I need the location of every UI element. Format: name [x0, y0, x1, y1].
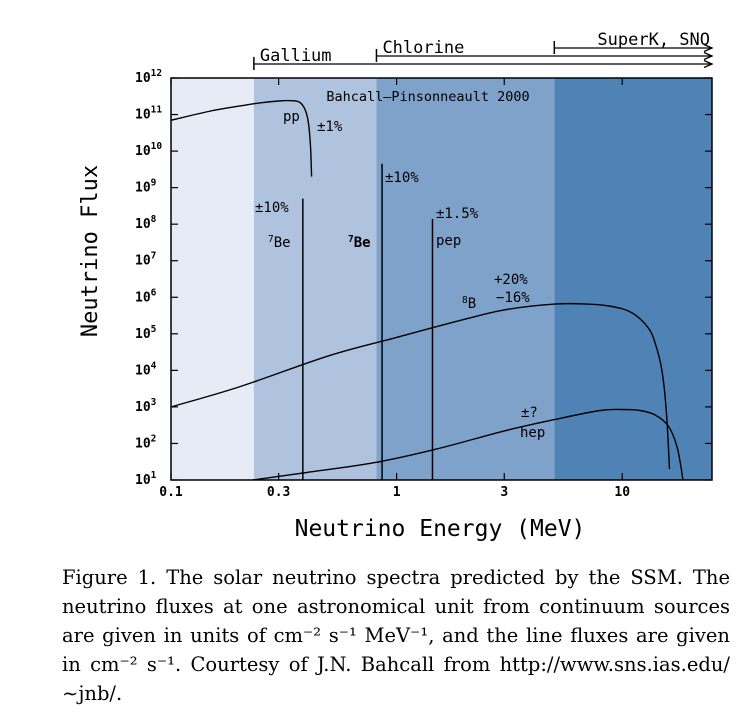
y-tick-label: 103 — [135, 397, 157, 415]
curve-hep — [252, 408, 684, 480]
y-tick-exponent: 5 — [151, 324, 157, 335]
series-label-hep: hep — [520, 425, 545, 441]
curve-8B — [171, 302, 671, 470]
flux-curves — [171, 99, 684, 480]
line-label-3: pep — [436, 233, 461, 249]
region-band-4 — [554, 78, 712, 480]
y-tick-label: 1012 — [135, 68, 162, 86]
y-tick-label: 1011 — [135, 105, 162, 123]
y-tick-exponent: 11 — [151, 105, 163, 116]
plot-border — [170, 77, 713, 481]
x-tick-label: 1 — [393, 485, 401, 500]
arrowhead-2 — [703, 51, 714, 61]
region-band-2 — [253, 78, 377, 480]
uncertainty-line-3: ±1.5% — [436, 206, 479, 222]
y-tick-exponent: 8 — [151, 214, 157, 225]
x-tick-label: 0.3 — [267, 485, 290, 500]
y-tick-label: 102 — [135, 433, 156, 451]
figure-caption: Figure 1. The solar neutrino spectra pre… — [62, 566, 730, 705]
x-tick-label: 10 — [614, 485, 630, 500]
curve-pp — [171, 99, 313, 177]
arrowhead-3 — [703, 43, 714, 53]
y-tick-exponent: 6 — [151, 287, 157, 298]
y-tick-label: 109 — [135, 178, 157, 196]
plot-frame — [170, 77, 713, 481]
y-tick-label: 107 — [135, 251, 156, 269]
neutrino-spectrum-chart: Gallium Chlorine SuperK, SNO pp±1%±10%7Be 7… — [78, 30, 714, 542]
axis-ticks: 0.1 0.3 1 3 10101102103104105106107108109101… — [135, 68, 712, 500]
y-tick-label: 105 — [135, 324, 157, 342]
y-axis-label: Neutrino Flux — [78, 165, 103, 337]
y-tick-label: 101 — [135, 470, 157, 488]
line-label-1-sup: 7 — [268, 234, 274, 245]
series-label-8B-sup: 8 — [462, 295, 468, 306]
series-label-8B-base: B — [468, 296, 476, 312]
uncertainty-pp: ±1% — [317, 119, 343, 135]
y-tick-exponent: 1 — [151, 470, 157, 481]
series-labels: pp±1%±10%7Be 7Be±10%±1.5%pep+20%−16%8B±?h… — [255, 109, 545, 441]
y-tick-exponent: 2 — [151, 433, 157, 444]
threshold-label-chlorine: Chlorine — [382, 38, 464, 58]
region-band-3 — [376, 78, 555, 480]
y-tick-label: 106 — [135, 287, 157, 305]
uncertainty-8B-minus: −16% — [496, 290, 530, 306]
line-label-2: 7Be — [348, 234, 371, 251]
y-tick-label: 1010 — [135, 141, 162, 159]
y-tick-exponent: 3 — [151, 397, 157, 408]
threshold-regions — [171, 78, 712, 480]
y-tick-label: 108 — [135, 214, 157, 232]
uncertainty-8B-plus: +20% — [494, 272, 528, 288]
line-label-1: 7Be — [268, 234, 291, 251]
arrowhead-1 — [703, 59, 714, 69]
y-tick-exponent: 7 — [151, 251, 157, 262]
threshold-label-superk-sno: SuperK, SNO — [597, 30, 710, 50]
y-tick-exponent: 9 — [151, 178, 157, 189]
y-tick-exponent: 4 — [151, 360, 157, 371]
series-label-8B: 8B — [462, 295, 476, 312]
uncertainty-line-2: ±10% — [385, 170, 419, 186]
line-label-1-base: Be — [274, 235, 291, 251]
threshold-label-gallium: Gallium — [260, 46, 332, 66]
x-tick-label: 0.1 — [159, 485, 183, 500]
x-axis-label: Neutrino Energy (MeV) — [295, 516, 586, 542]
line-fluxes — [302, 163, 434, 480]
x-tick-label: 3 — [500, 485, 508, 500]
y-tick-label: 104 — [135, 360, 157, 378]
line-label-2-sup: 7 — [348, 234, 354, 245]
series-label-pp: pp — [283, 109, 300, 125]
line-label-2-base: Be — [354, 235, 371, 251]
y-tick-exponent: 12 — [151, 68, 162, 79]
chart-title: Bahcall–Pinsonneault 2000 — [326, 89, 529, 105]
region-band-1 — [171, 78, 254, 480]
uncertainty-line-1: ±10% — [255, 200, 289, 216]
y-tick-exponent: 10 — [151, 141, 163, 152]
detector-thresholds: Gallium Chlorine SuperK, SNO — [253, 30, 714, 70]
uncertainty-hep: ±? — [521, 405, 538, 421]
